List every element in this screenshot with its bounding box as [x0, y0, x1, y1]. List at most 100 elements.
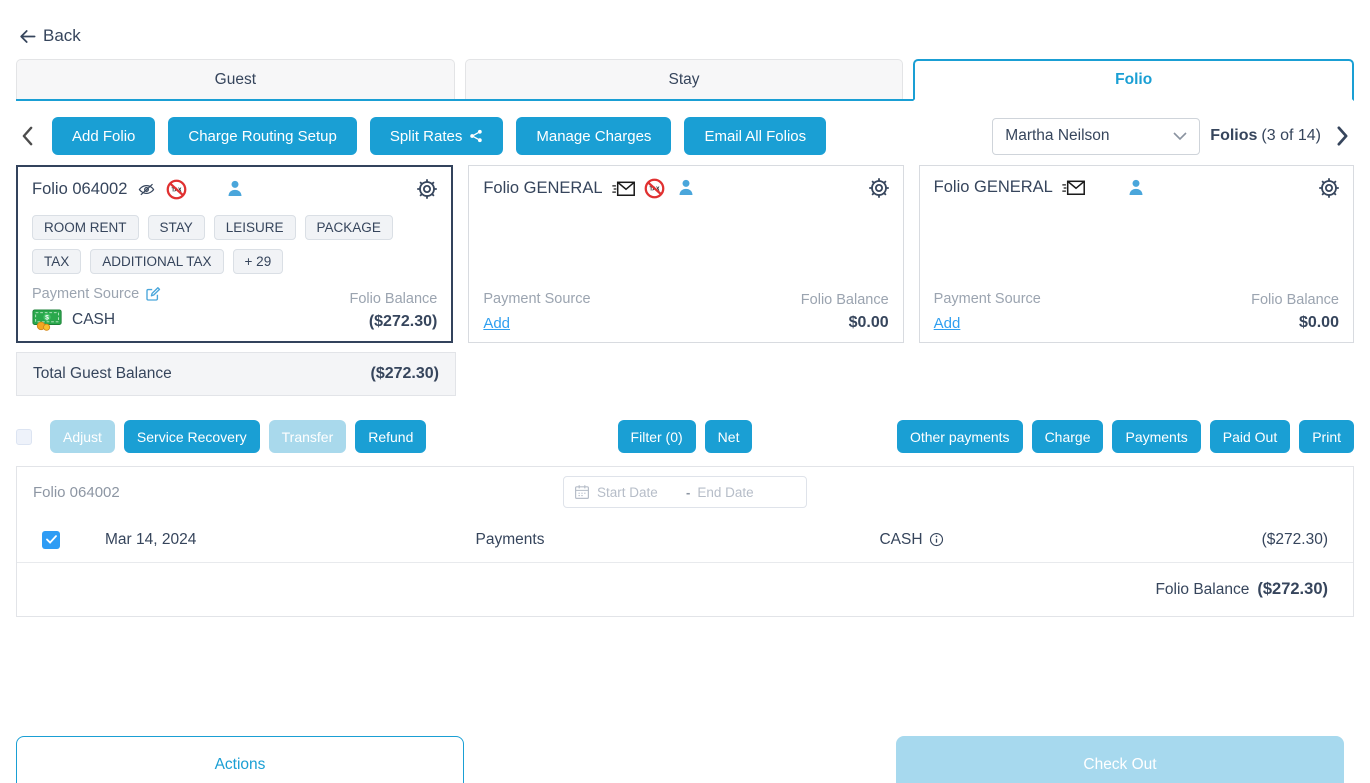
- paid-out-button[interactable]: Paid Out: [1209, 420, 1291, 453]
- guest-selector-value: Martha Neilson: [1005, 127, 1110, 144]
- email-all-folios-label: Email All Folios: [704, 127, 807, 145]
- other-payments-button[interactable]: Other payments: [896, 420, 1023, 453]
- split-rates-label: Split Rates: [389, 127, 463, 145]
- arrow-left-icon: [18, 27, 37, 46]
- table-folio-balance-value: ($272.30): [1257, 580, 1328, 598]
- bottom-actions-row: Actions Check Out: [16, 736, 1354, 783]
- no-tax-icon: TAX: [166, 179, 187, 200]
- paid-out-label: Paid Out: [1222, 428, 1278, 445]
- split-rates-button[interactable]: Split Rates: [369, 117, 504, 155]
- folio-balance-value: $0.00: [1298, 314, 1339, 331]
- folio-card-general-1[interactable]: Folio GENERAL TAX Payment Source Add Fol…: [468, 165, 904, 343]
- edit-icon[interactable]: [145, 286, 161, 302]
- service-recovery-label: Service Recovery: [136, 428, 247, 445]
- date-separator: -: [686, 484, 691, 500]
- scroll-left-icon[interactable]: [16, 122, 39, 150]
- add-folio-button[interactable]: Add Folio: [52, 117, 156, 155]
- tab-stay-label: Stay: [668, 70, 700, 88]
- charge-routing-setup-button[interactable]: Charge Routing Setup: [168, 117, 357, 155]
- filter-button[interactable]: Filter (0): [617, 420, 696, 453]
- date-range-filter[interactable]: -: [563, 476, 807, 508]
- service-recovery-button[interactable]: Service Recovery: [123, 420, 260, 453]
- actions-button[interactable]: Actions: [16, 736, 464, 783]
- guest-person-icon[interactable]: [225, 179, 244, 198]
- calendar-icon: [574, 484, 590, 500]
- folios-label: Folios: [1210, 127, 1258, 144]
- gear-icon[interactable]: [415, 177, 439, 201]
- add-payment-source-link[interactable]: Add: [483, 315, 511, 332]
- end-date-input[interactable]: [697, 484, 780, 500]
- add-folio-label: Add Folio: [72, 127, 136, 145]
- filter-label: Filter (0): [630, 428, 683, 445]
- transaction-date: Mar 14, 2024: [105, 530, 197, 548]
- tab-stay[interactable]: Stay: [464, 59, 904, 99]
- send-email-icon: [611, 180, 636, 198]
- transaction-amount: ($272.30): [1261, 530, 1328, 548]
- payment-source-label: Payment Source: [933, 291, 1041, 307]
- transaction-row: Mar 14, 2024 Payments CASH ($272.30): [17, 517, 1353, 563]
- payment-source-label: Payment Source: [32, 286, 140, 302]
- folio-card-general-2[interactable]: Folio GENERAL Payment Source Add Folio B…: [918, 165, 1354, 343]
- info-icon[interactable]: [929, 532, 944, 547]
- refund-label: Refund: [368, 428, 414, 445]
- folio-card-title: Folio GENERAL: [483, 179, 603, 197]
- folio-card-064002[interactable]: Folio 064002 TAX ROOM RENT STAY LEISURE …: [16, 165, 454, 343]
- folios-count: (3 of 14): [1261, 127, 1321, 144]
- folio-cards-row: Folio 064002 TAX ROOM RENT STAY LEISURE …: [16, 165, 1354, 343]
- folio-toolbar: Add Folio Charge Routing Setup Split Rat…: [16, 117, 1354, 155]
- total-guest-balance-label: Total Guest Balance: [33, 365, 172, 382]
- folio-balance-value: $0.00: [848, 314, 889, 331]
- payments-label: Payments: [1125, 428, 1188, 445]
- tab-bar: Guest Stay Folio: [16, 59, 1355, 101]
- charge-routing-setup-label: Charge Routing Setup: [188, 127, 337, 145]
- share-icon: [469, 129, 483, 143]
- manage-charges-button[interactable]: Manage Charges: [516, 117, 672, 155]
- other-payments-label: Other payments: [909, 428, 1010, 445]
- tab-folio[interactable]: Folio: [913, 59, 1355, 101]
- tag-additional-tax: ADDITIONAL TAX: [90, 249, 224, 274]
- tag-room-rent: ROOM RENT: [32, 215, 139, 240]
- tab-folio-label: Folio: [1115, 71, 1153, 88]
- folio-balance-label: Folio Balance: [800, 292, 889, 308]
- adjust-label: Adjust: [63, 428, 102, 445]
- adjust-button[interactable]: Adjust: [50, 420, 115, 453]
- guest-person-icon[interactable]: [1127, 178, 1146, 197]
- print-button[interactable]: Print: [1299, 420, 1355, 453]
- tag-stay: STAY: [147, 215, 205, 240]
- total-guest-balance-bar: Total Guest Balance ($272.30): [16, 352, 456, 396]
- payments-button[interactable]: Payments: [1112, 420, 1201, 453]
- guest-person-icon[interactable]: [676, 178, 695, 197]
- email-all-folios-button[interactable]: Email All Folios: [684, 117, 827, 155]
- cash-money-icon: $: [32, 308, 63, 331]
- send-email-icon: [1061, 179, 1086, 197]
- gear-icon[interactable]: [867, 176, 891, 200]
- folio-card-title: Folio 064002: [32, 180, 128, 198]
- start-date-input[interactable]: [597, 484, 679, 500]
- print-label: Print: [1312, 428, 1342, 445]
- back-button[interactable]: Back: [18, 26, 98, 46]
- folio-balance-label: Folio Balance: [1251, 292, 1339, 308]
- charge-button[interactable]: Charge: [1031, 420, 1104, 453]
- net-button[interactable]: Net: [704, 420, 753, 453]
- add-payment-source-link[interactable]: Add: [933, 315, 961, 332]
- check-out-button[interactable]: Check Out: [896, 736, 1344, 783]
- guest-selector[interactable]: Martha Neilson: [992, 117, 1201, 155]
- folio-balance-value: ($272.30): [368, 313, 438, 330]
- folios-pagination: Folios (3 of 14): [1210, 127, 1321, 145]
- payment-source-value: CASH: [72, 310, 116, 328]
- tab-guest[interactable]: Guest: [16, 59, 455, 99]
- gear-icon[interactable]: [1317, 176, 1341, 200]
- transfer-button[interactable]: Transfer: [268, 420, 347, 453]
- folio-card-title: Folio GENERAL: [933, 178, 1053, 196]
- refund-button[interactable]: Refund: [355, 420, 427, 453]
- no-tax-icon: TAX: [644, 178, 665, 199]
- tag-more-count[interactable]: + 29: [232, 249, 284, 274]
- row-checkbox[interactable]: [42, 530, 60, 549]
- toolbar-right: Martha Neilson Folios (3 of 14): [992, 117, 1354, 155]
- transactions-folio-label: Folio 064002: [33, 483, 120, 501]
- tab-guest-label: Guest: [214, 70, 257, 88]
- scroll-right-icon[interactable]: [1331, 122, 1354, 150]
- select-all-checkbox[interactable]: [16, 428, 32, 445]
- tag-package: PACKAGE: [304, 215, 393, 240]
- chevron-down-icon: [1173, 131, 1187, 140]
